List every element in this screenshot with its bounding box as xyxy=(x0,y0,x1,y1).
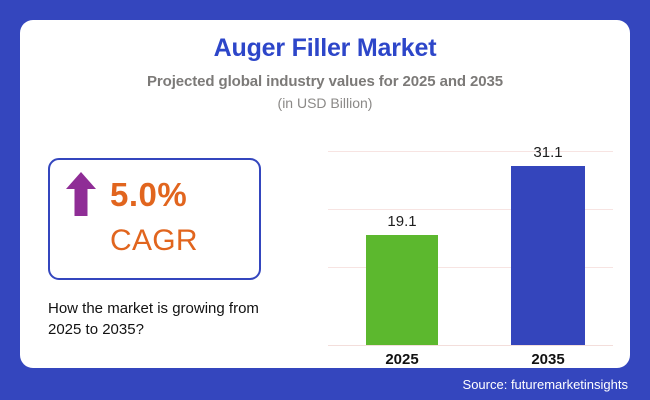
source-attribution: Source: futuremarketinsights xyxy=(462,376,628,392)
bar-value-label-2025: 19.1 xyxy=(387,213,417,230)
cagr-label: CAGR xyxy=(110,224,198,257)
x-axis-label-2035: 2035 xyxy=(531,351,565,368)
axis-baseline xyxy=(328,345,613,346)
arrow-up-icon xyxy=(66,172,96,216)
bar-chart: 19.1 31.1 2025 2035 xyxy=(328,130,623,367)
bar-value-label-2035: 31.1 xyxy=(533,144,563,161)
plot-area: 19.1 31.1 xyxy=(328,145,613,346)
gridline xyxy=(328,267,613,268)
bar-2025 xyxy=(366,235,438,345)
header-block: Auger Filler Market Projected global ind… xyxy=(20,20,630,112)
x-axis-label-2025: 2025 xyxy=(385,351,419,368)
bar-group-2035 xyxy=(511,166,585,345)
gridline xyxy=(328,151,613,152)
cagr-value: 5.0% xyxy=(110,175,188,213)
cagr-panel: 5.0% CAGR How the market is growing from… xyxy=(48,158,298,341)
cagr-value-row: 5.0% xyxy=(64,170,187,218)
content-card: Auger Filler Market Projected global ind… xyxy=(20,20,630,368)
page-title: Auger Filler Market xyxy=(213,34,437,62)
bar-2035 xyxy=(511,166,585,345)
bar-group-2025 xyxy=(366,235,438,345)
footer-bar: Source: futuremarketinsights xyxy=(0,368,650,400)
gridline xyxy=(328,209,613,210)
chart-subtitle: Projected global industry values for 202… xyxy=(147,72,503,90)
chart-units-label: (in USD Billion) xyxy=(277,94,373,111)
cagr-caption: How the market is growing from 2025 to 2… xyxy=(48,300,259,339)
cagr-callout-box: 5.0% CAGR xyxy=(48,158,261,280)
